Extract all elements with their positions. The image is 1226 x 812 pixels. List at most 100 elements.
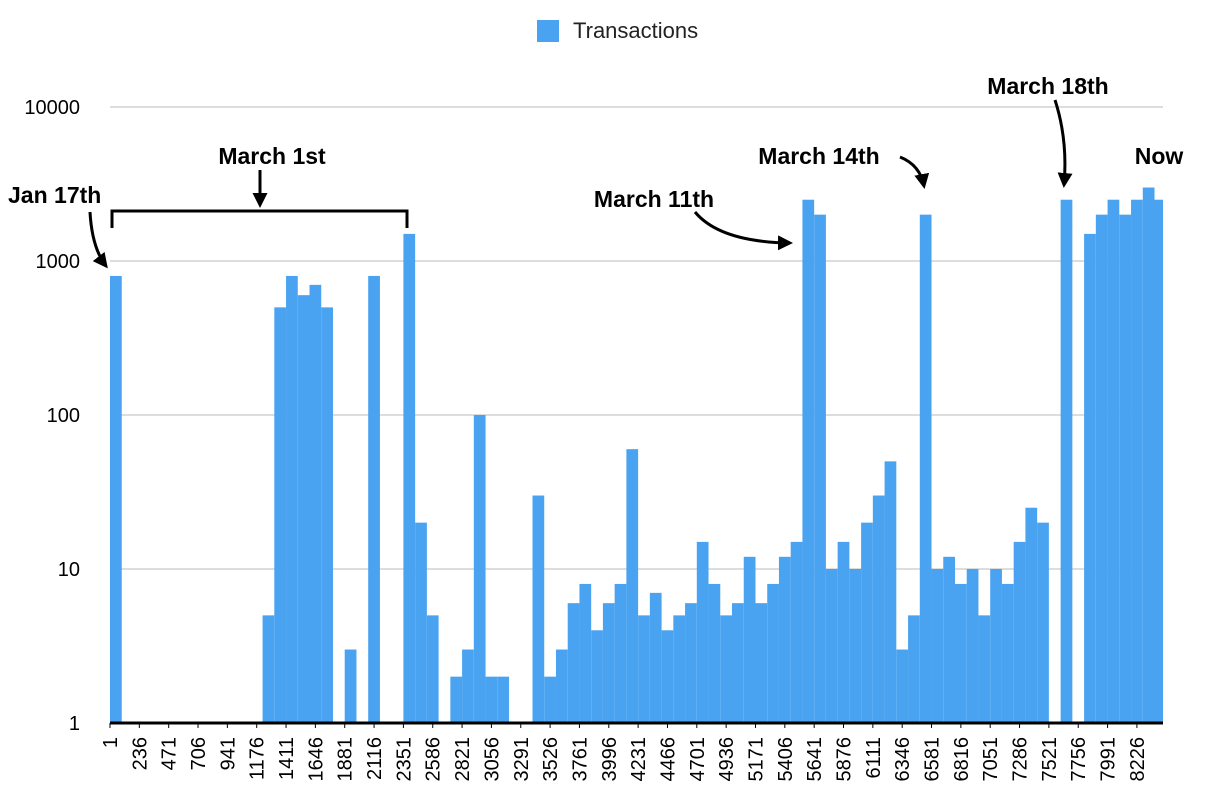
bars xyxy=(110,187,1163,724)
bar xyxy=(110,275,122,723)
bar xyxy=(954,583,967,723)
legend-swatch xyxy=(537,20,559,42)
bar xyxy=(849,569,862,723)
bar xyxy=(943,556,955,723)
x-tick-label: 7756 xyxy=(1068,737,1090,782)
x-tick-label: 5876 xyxy=(834,737,856,782)
bar xyxy=(368,275,380,723)
annotation: March 18th xyxy=(987,73,1108,99)
x-tick-label: 8226 xyxy=(1127,737,1149,782)
annotation-arrows xyxy=(88,99,1073,269)
x-tick-label: 2821 xyxy=(452,737,474,782)
bar xyxy=(1001,583,1014,723)
annotation: Now xyxy=(1135,143,1184,169)
legend-label: Transactions xyxy=(573,18,698,43)
bar xyxy=(567,603,580,723)
bar xyxy=(685,603,697,723)
bar xyxy=(661,630,674,723)
bar xyxy=(1107,199,1120,724)
x-tick-label: 1411 xyxy=(276,737,298,780)
bar xyxy=(1025,507,1038,723)
x-tick-label: 1646 xyxy=(305,737,327,782)
annotations: Jan 17th March 1st March 11th March 14th Mar… xyxy=(8,73,1183,212)
x-tick-label: 3996 xyxy=(599,737,621,782)
bar xyxy=(274,307,287,723)
bar xyxy=(544,676,556,723)
x-tick-label: 2351 xyxy=(393,737,415,782)
x-tick-label: 471 xyxy=(159,737,181,770)
x-tick-label: 6111 xyxy=(863,737,885,779)
y-tick-label: 1000 xyxy=(36,251,81,273)
bar xyxy=(814,214,826,723)
bar xyxy=(614,583,627,723)
x-tick-label: 5171 xyxy=(745,737,767,782)
bar xyxy=(837,541,850,723)
bar xyxy=(415,522,427,723)
x-tick-label: 4466 xyxy=(657,737,679,782)
bar xyxy=(262,615,275,723)
x-tick-label: 236 xyxy=(129,737,151,770)
y-tick-label: 100 xyxy=(47,405,80,427)
x-tick-label: 1881 xyxy=(335,737,357,782)
bar xyxy=(321,307,333,723)
bar xyxy=(1119,214,1132,723)
bar xyxy=(426,615,439,723)
x-tick-label: 6346 xyxy=(892,737,914,782)
x-tick-label: 6816 xyxy=(951,737,973,782)
bar xyxy=(673,615,686,723)
x-tick-label: 4936 xyxy=(716,737,738,782)
y-tick-label: 10000 xyxy=(24,97,80,119)
x-tick-label: 941 xyxy=(217,737,239,770)
bar xyxy=(778,556,791,723)
x-tick-label: 4231 xyxy=(628,737,650,782)
x-tick-label: 1 xyxy=(100,737,122,748)
x-tick-label: 3526 xyxy=(540,737,562,782)
x-tick-label: 2586 xyxy=(423,737,445,782)
ticks: 1 10 100 1000 10000 1 236 471 706 941 1176 1411 1646… xyxy=(24,97,1163,782)
bar xyxy=(861,522,873,723)
x-tick-label: 7051 xyxy=(980,737,1002,782)
bar xyxy=(743,556,756,723)
bar xyxy=(344,649,357,723)
x-tick-label: 7521 xyxy=(1039,737,1061,782)
bar xyxy=(532,495,545,723)
x-tick-label: 3056 xyxy=(481,737,503,782)
x-tick-label: 7991 xyxy=(1098,737,1120,782)
bar xyxy=(1013,541,1026,723)
bar xyxy=(286,275,298,723)
x-tick-label: 7286 xyxy=(1010,737,1032,782)
x-tick-label: 5406 xyxy=(775,737,797,782)
bar xyxy=(462,649,474,723)
bar xyxy=(884,461,897,723)
bar xyxy=(802,199,815,724)
bar xyxy=(297,295,310,723)
x-tick-label: 1176 xyxy=(247,737,269,780)
annotation: March 14th xyxy=(758,143,879,169)
bar xyxy=(649,592,662,723)
bar xyxy=(473,415,486,723)
x-tick-label: 5641 xyxy=(804,737,826,782)
bar xyxy=(1037,522,1049,723)
bar xyxy=(591,630,603,723)
annotation: March 1st xyxy=(218,143,326,169)
annotation: Jan 17th xyxy=(8,182,101,208)
annotation: March 11th xyxy=(594,186,714,212)
bar xyxy=(579,583,592,723)
bar xyxy=(919,214,932,723)
bar xyxy=(1131,199,1143,724)
bar xyxy=(708,583,721,723)
bar xyxy=(1060,199,1073,724)
bar xyxy=(638,615,650,723)
bar xyxy=(931,569,944,723)
bar xyxy=(1084,233,1096,723)
bar xyxy=(485,676,498,723)
bar xyxy=(896,649,909,723)
x-tick-label: 3291 xyxy=(511,737,533,782)
bar xyxy=(497,676,510,723)
bar xyxy=(990,569,1002,723)
bar xyxy=(602,603,615,723)
x-tick-label: 6581 xyxy=(922,737,944,782)
x-tick-label: 706 xyxy=(188,737,210,770)
bar xyxy=(403,233,416,723)
